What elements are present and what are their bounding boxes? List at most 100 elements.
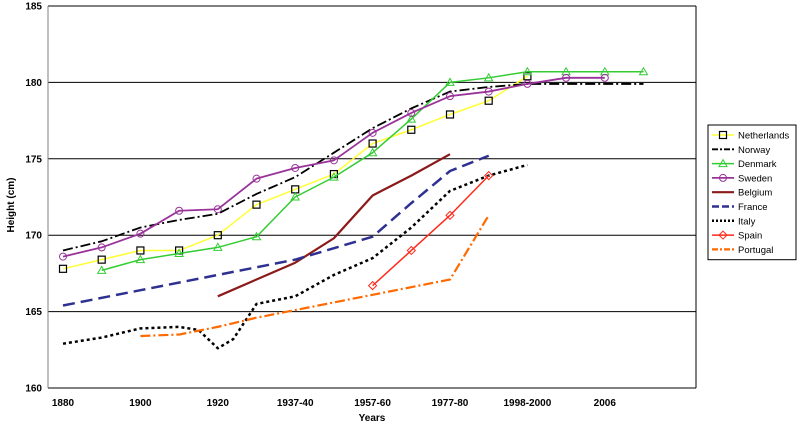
legend-item-belgium: Belgium	[712, 188, 772, 199]
y-tick-label: 185	[25, 2, 42, 13]
y-tick-label: 175	[25, 154, 42, 165]
marker-denmark	[96, 265, 107, 274]
marker-netherlands	[484, 96, 493, 105]
marker-netherlands	[252, 200, 261, 209]
legend: Netherlands Norway Denmark Sweden Belgium Fra…	[707, 124, 797, 261]
legend-item-italy: Italy	[712, 216, 756, 227]
series-netherlands	[58, 72, 532, 273]
legend-item-netherlands: Netherlands	[712, 131, 789, 142]
series-italy	[62, 163, 528, 350]
legend-label: Denmark	[738, 159, 777, 170]
legend-label: France	[738, 202, 768, 213]
marker-denmark	[406, 114, 417, 123]
x-tick-label: 1900	[129, 398, 152, 409]
legend-label: Spain	[738, 231, 762, 242]
x-tick-label: 1957-60	[354, 398, 391, 409]
line-italy	[62, 163, 528, 350]
legend-label: Belgium	[738, 188, 772, 199]
legend-item-norway: Norway	[712, 145, 770, 156]
y-tick-label: 180	[25, 78, 42, 89]
line-spain	[372, 175, 490, 287]
gridlines	[48, 5, 696, 389]
marker-spain	[445, 210, 455, 221]
y-tick-label: 165	[25, 307, 42, 318]
marker-netherlands	[213, 231, 222, 240]
legend-item-portugal: Portugal	[712, 245, 773, 256]
x-axis-title: Years	[359, 413, 386, 424]
line-norway	[62, 83, 644, 252]
series-layer	[58, 66, 649, 350]
marker-sweden	[175, 206, 184, 215]
line-belgium	[217, 153, 451, 298]
marker-sweden	[600, 73, 609, 82]
marker-denmark	[174, 248, 184, 258]
marker-netherlands	[97, 255, 106, 264]
marker-denmark	[135, 254, 146, 264]
marker-spain	[483, 170, 494, 181]
x-tick-label: 1880	[52, 398, 75, 409]
series-france	[62, 154, 490, 307]
legend-marker	[718, 230, 728, 240]
marker-netherlands	[368, 139, 377, 148]
marker-netherlands	[407, 125, 416, 134]
marker-sweden	[446, 92, 454, 101]
marker-sweden	[562, 73, 571, 82]
plot-area	[47, 6, 697, 388]
line-sweden	[62, 76, 605, 258]
marker-sweden	[523, 79, 532, 88]
legend-marker	[718, 158, 728, 168]
marker-netherlands	[445, 110, 455, 119]
y-axis-title: Height (cm)	[6, 178, 17, 233]
marker-netherlands	[523, 72, 532, 81]
marker-sweden	[59, 252, 67, 261]
y-tick-label: 160	[25, 384, 42, 395]
marker-netherlands	[58, 264, 68, 273]
x-tick-label: 1920	[207, 398, 230, 409]
series-denmark	[96, 66, 649, 274]
legend-item-france: France	[712, 202, 768, 213]
marker-denmark	[483, 72, 494, 82]
marker-spain	[406, 245, 417, 256]
marker-sweden	[97, 243, 106, 252]
marker-sweden	[252, 174, 261, 183]
x-tick-label: 1977-80	[432, 398, 469, 409]
marker-denmark	[522, 66, 533, 76]
line-netherlands	[62, 75, 528, 270]
x-tick-label: 2006	[594, 398, 617, 409]
y-tick-label: 170	[25, 231, 42, 242]
series-portugal	[140, 214, 490, 338]
marker-denmark	[212, 242, 223, 251]
marker-denmark	[638, 66, 649, 76]
series-spain	[367, 170, 494, 291]
legend-label: Netherlands	[738, 131, 789, 142]
x-tick-labels: 1880 1900 1920 1937-40 1957-60 1977-80 1998-20…	[52, 398, 616, 409]
marker-denmark	[367, 147, 378, 157]
series-belgium	[217, 153, 451, 298]
marker-netherlands	[136, 246, 145, 255]
legend-label: Portugal	[738, 245, 773, 256]
marker-sweden	[213, 205, 222, 214]
marker-sweden	[484, 87, 493, 96]
marker-denmark	[290, 191, 301, 201]
legend-item-spain: Spain	[712, 230, 762, 242]
marker-denmark	[251, 231, 262, 241]
legend-label: Italy	[738, 216, 756, 227]
legend-label: Norway	[738, 145, 770, 156]
line-france	[62, 154, 490, 307]
marker-sweden	[368, 128, 377, 137]
marker-spain	[367, 280, 378, 291]
x-tick-label: 1998-2000	[503, 398, 551, 409]
series-sweden	[59, 73, 609, 261]
marker-sweden	[291, 163, 300, 172]
legend-marker	[718, 130, 728, 140]
x-tick-label: 1937-40	[277, 398, 314, 409]
marker-denmark	[329, 172, 339, 181]
legend-item-denmark: Denmark	[712, 158, 777, 170]
legend-label: Sweden	[738, 173, 772, 184]
line-denmark	[101, 70, 644, 272]
legend-item-sweden: Sweden	[712, 173, 772, 184]
marker-sweden	[136, 229, 145, 238]
marker-sweden	[407, 108, 416, 117]
line-portugal	[140, 214, 490, 338]
